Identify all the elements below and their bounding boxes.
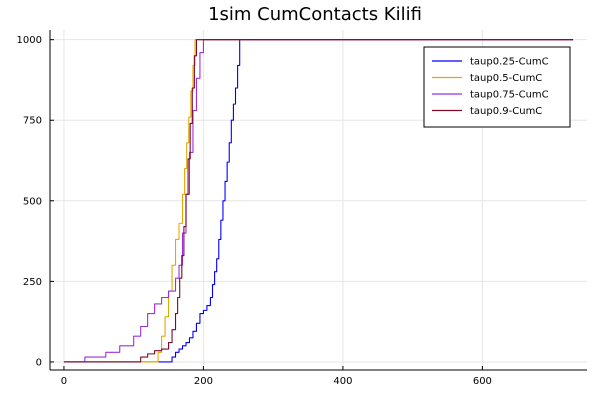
series-line-taup0-75-cumc [63,39,574,363]
y-tick-label: 500 [23,196,42,207]
legend: taup0.25-CumC taup0.5-CumC taup0.75-CumC ta… [423,46,571,128]
legend-entry-label: taup0.25-CumC [470,57,549,68]
axes [49,30,587,371]
legend-box [423,46,571,128]
x-tick-label: 600 [473,376,492,387]
legend-entry-label: taup0.75-CumC [470,90,549,101]
x-tick-label: 0 [61,376,67,387]
tick-labels: 0 200 400 600 0 250 500 750 1000 [17,35,492,387]
y-tick-label: 250 [23,277,42,288]
legend-entry-label: taup0.9-CumC [470,106,542,117]
x-tick-label: 200 [194,376,213,387]
y-tick-label: 1000 [17,35,42,46]
legend-entry-label: taup0.5-CumC [470,73,542,84]
x-tick-label: 400 [333,376,352,387]
series-lines [63,39,574,363]
y-tick-label: 0 [36,357,42,368]
series-line-taup0-9-cumc [63,39,574,363]
series-line-taup0-25-cumc [63,39,574,363]
chart-title: 1sim CumContacts Kilifi [208,4,422,25]
series-line-taup0-5-cumc [63,39,574,363]
y-tick-label: 750 [23,116,42,127]
